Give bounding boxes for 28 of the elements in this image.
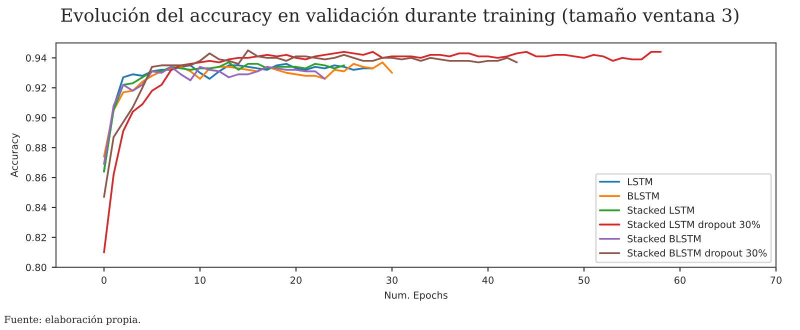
y-tick-label: 0.86 <box>26 174 46 182</box>
line-series <box>103 66 326 165</box>
legend-label: Stacked BLSTM dropout 30% <box>628 249 767 259</box>
y-tick-label: 0.88 <box>26 144 46 152</box>
y-tick-label: 0.82 <box>26 234 46 242</box>
legend-label: Stacked LSTM dropout 30% <box>628 220 760 230</box>
y-tick-label: 0.94 <box>26 54 46 62</box>
x-tick-label: 50 <box>578 276 590 284</box>
legend-label: BLSTM <box>628 192 659 200</box>
legend-label: Stacked LSTM <box>628 206 694 214</box>
x-tick-label: 70 <box>770 276 782 284</box>
source-note: Fuente: elaboración propia. <box>4 315 140 325</box>
x-axis-title: Num. Epochs <box>384 291 448 301</box>
y-axis-title: Accuracy <box>10 133 20 178</box>
legend-label: Stacked BLSTM <box>628 234 701 242</box>
y-tick-label: 0.80 <box>26 264 46 272</box>
y-tick-label: 0.92 <box>26 84 46 92</box>
chart-title: Evolución del accuracy en validación durante training (tamaño ventana 3) <box>61 7 738 26</box>
x-tick-label: 60 <box>674 276 686 284</box>
x-tick-label: 40 <box>482 276 494 284</box>
line-series <box>103 49 518 198</box>
x-tick-label: 10 <box>194 276 206 284</box>
x-tick-label: 30 <box>386 276 398 284</box>
y-tick-label: 0.90 <box>26 114 46 122</box>
y-tick-label: 0.84 <box>26 204 46 212</box>
x-tick-label: 0 <box>102 276 106 284</box>
legend-label: LSTM <box>628 178 652 186</box>
x-tick-label: 20 <box>290 276 302 284</box>
